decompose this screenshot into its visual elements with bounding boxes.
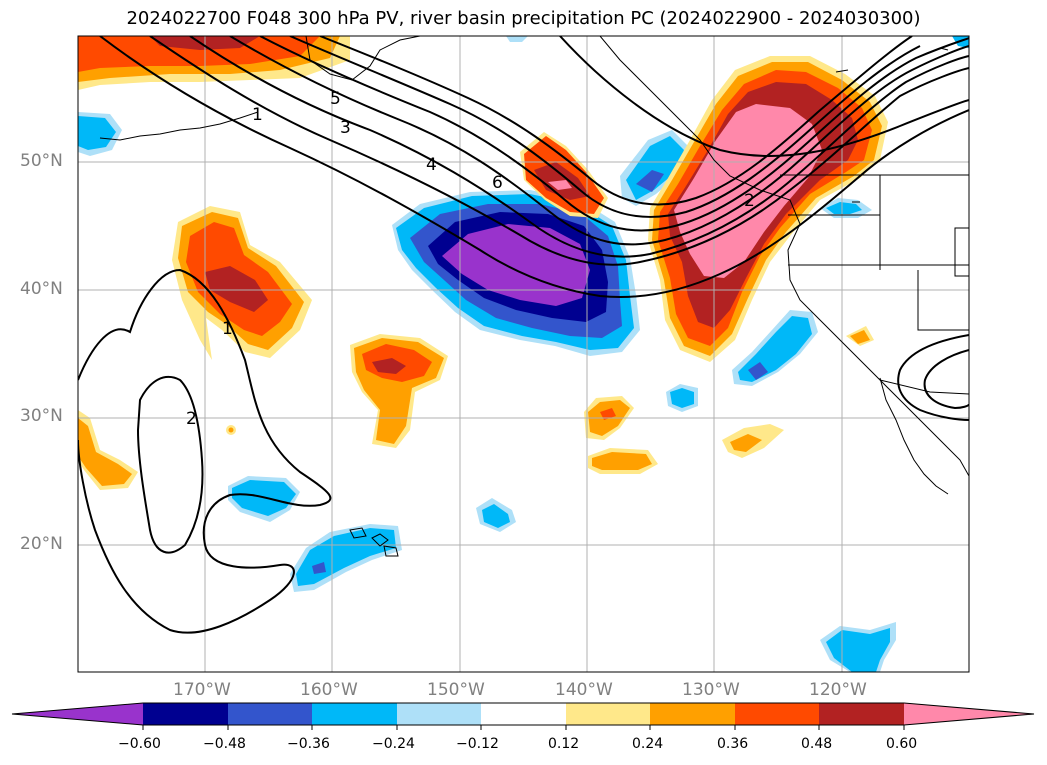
colorbar-extend-high bbox=[904, 703, 1034, 725]
fill-region bbox=[636, 170, 664, 192]
colorbar-segment bbox=[819, 703, 904, 725]
graticule bbox=[78, 36, 969, 672]
colorbar-ticks bbox=[142, 725, 905, 730]
pv-contour-line bbox=[99, 36, 969, 299]
colorbar-extend-low bbox=[12, 703, 143, 725]
pv-contour-line bbox=[259, 36, 969, 232]
pv-contour-line bbox=[136, 375, 204, 554]
fill-region bbox=[850, 330, 870, 344]
pv-contour-line bbox=[319, 36, 913, 206]
pv-contours bbox=[78, 36, 969, 634]
fill-region bbox=[548, 180, 572, 190]
hawaii-island bbox=[349, 527, 367, 539]
pv-contour-line bbox=[289, 36, 921, 218]
map-title: 2024022700 F048 300 hPa PV, river basin … bbox=[126, 8, 921, 29]
lon-label: 140°W bbox=[555, 680, 613, 700]
pv-contour-label: 3 bbox=[340, 118, 351, 138]
pv-contour-line bbox=[149, 36, 969, 266]
coastline-bc bbox=[599, 36, 969, 477]
pv-contour-line bbox=[559, 36, 969, 157]
state-border bbox=[954, 227, 969, 277]
colorbar-tick-label: 0.24 bbox=[632, 736, 664, 752]
lat-label: 30°N bbox=[20, 406, 63, 426]
pv-contour-line bbox=[923, 349, 969, 410]
fill-region bbox=[592, 452, 652, 470]
colorbar bbox=[11, 702, 1035, 730]
lat-label: 50°N bbox=[20, 151, 63, 171]
colorbar-segment bbox=[481, 703, 566, 725]
pv-contour-label: 4 bbox=[426, 155, 437, 175]
fill-region bbox=[78, 116, 116, 150]
pv-label-group: 1 1 3 4 5 6 2 2 bbox=[186, 89, 755, 429]
colorbar-segment bbox=[566, 703, 650, 725]
lat-label: 20°N bbox=[20, 534, 63, 554]
pv-contour-label: 1 bbox=[252, 105, 263, 125]
fill-region bbox=[506, 36, 528, 42]
colorbar-tick-label: 0.60 bbox=[886, 736, 918, 752]
island bbox=[835, 69, 849, 73]
lon-label: 160°W bbox=[300, 680, 358, 700]
lat-label: 40°N bbox=[20, 279, 63, 299]
colorbar-tick-label: 0.12 bbox=[548, 736, 580, 752]
pv-contour-label: 6 bbox=[492, 173, 503, 193]
colorbar-segment bbox=[650, 703, 735, 725]
pv-contour-label: 5 bbox=[330, 89, 341, 109]
colorbar-segment bbox=[228, 703, 312, 725]
pv-contour-line bbox=[897, 334, 969, 421]
lon-label: 120°W bbox=[809, 680, 867, 700]
fill-region bbox=[826, 202, 862, 214]
lon-label: 170°W bbox=[173, 680, 231, 700]
fill-region bbox=[78, 418, 132, 486]
hawaii-island bbox=[383, 545, 399, 557]
pv-contour-label: 2 bbox=[744, 191, 755, 211]
coastline-baja bbox=[879, 377, 949, 495]
pv-contour-line bbox=[189, 36, 969, 258]
pv-contour-label: 1 bbox=[222, 319, 233, 339]
colorbar-tick-label: −0.60 bbox=[118, 736, 161, 752]
fill-region bbox=[312, 562, 326, 574]
colorbar-tick-label: 0.48 bbox=[801, 736, 833, 752]
colorbar-tick-label: −0.24 bbox=[372, 736, 415, 752]
colorbar-tick-label: −0.12 bbox=[456, 736, 499, 752]
fill-region bbox=[670, 388, 694, 408]
colorbar-segment bbox=[143, 703, 228, 725]
colorbar-tick-label: −0.48 bbox=[203, 736, 246, 752]
hawaii-island bbox=[371, 533, 389, 547]
pv-contour-line bbox=[229, 36, 969, 246]
colorbar-segment bbox=[735, 703, 819, 725]
colorbar-segment bbox=[312, 703, 397, 725]
fill-region bbox=[730, 434, 762, 452]
fill-region bbox=[372, 358, 406, 374]
pv-contour-line bbox=[78, 268, 332, 634]
colorbar-tick-label: 0.36 bbox=[717, 736, 749, 752]
pv-contour-label: 2 bbox=[186, 409, 197, 429]
fill-region bbox=[205, 266, 268, 312]
colorbar-tick-label: −0.36 bbox=[287, 736, 330, 752]
fill-region bbox=[748, 362, 768, 380]
fill-region bbox=[600, 408, 616, 420]
mexico-border bbox=[879, 379, 969, 395]
lon-label: 130°W bbox=[682, 680, 740, 700]
lon-label: 150°W bbox=[427, 680, 485, 700]
coastlines bbox=[99, 36, 969, 557]
map-frame bbox=[77, 35, 970, 673]
colorbar-segment bbox=[397, 703, 481, 725]
fill-region bbox=[482, 504, 510, 528]
state-border bbox=[917, 270, 969, 331]
